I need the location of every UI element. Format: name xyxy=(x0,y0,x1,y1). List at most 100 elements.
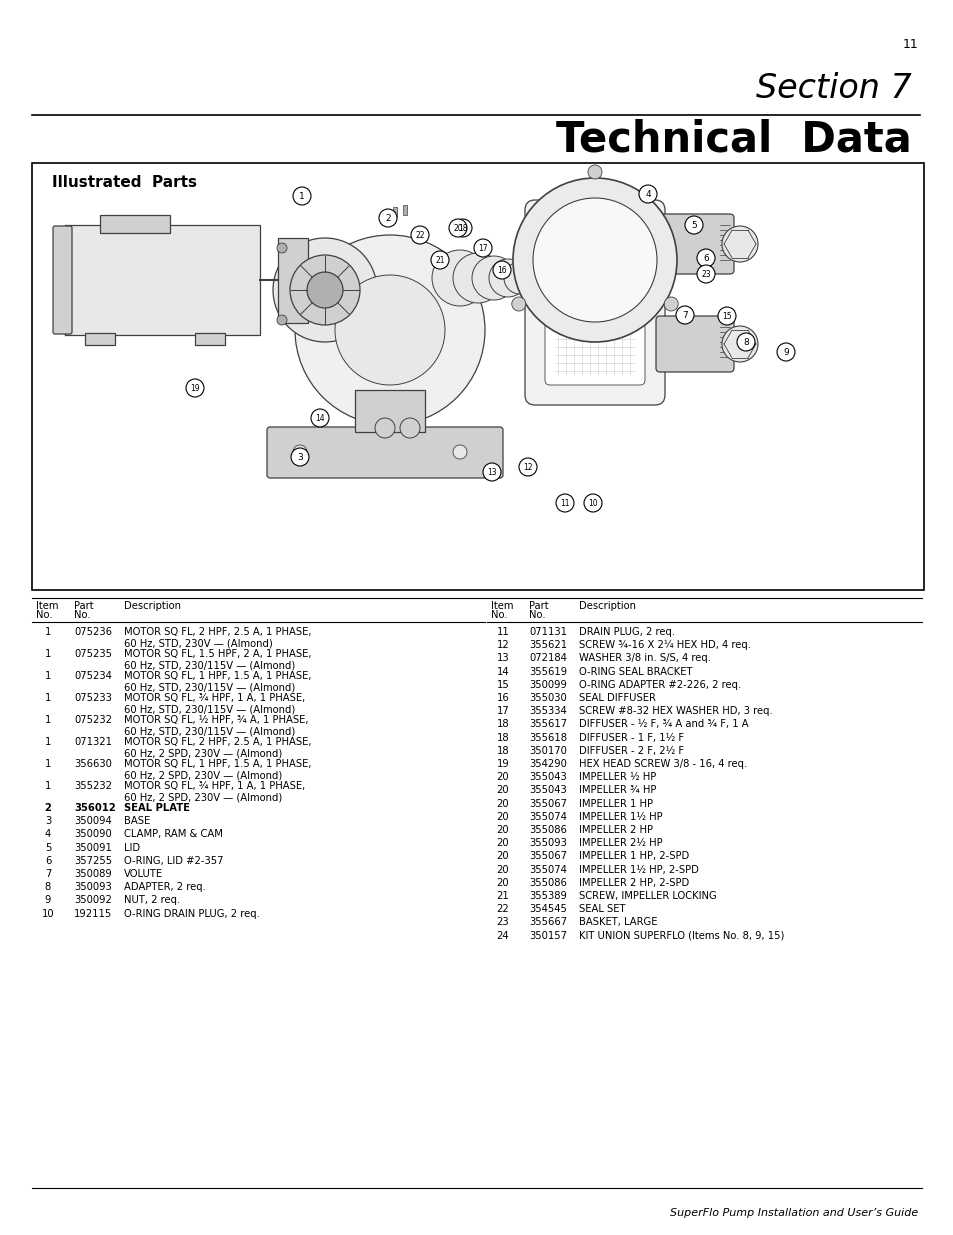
Text: 8: 8 xyxy=(45,882,51,892)
Text: 355067: 355067 xyxy=(529,799,566,809)
Text: 20: 20 xyxy=(497,825,509,835)
FancyBboxPatch shape xyxy=(267,427,502,478)
Text: 8: 8 xyxy=(742,338,748,347)
FancyBboxPatch shape xyxy=(656,316,733,372)
Text: 355667: 355667 xyxy=(529,918,566,927)
Text: CLAMP, RAM & CAM: CLAMP, RAM & CAM xyxy=(124,830,223,840)
Text: 350090: 350090 xyxy=(74,830,112,840)
Text: 19: 19 xyxy=(190,384,199,393)
Circle shape xyxy=(474,240,492,257)
Text: 16: 16 xyxy=(497,693,509,703)
Circle shape xyxy=(375,417,395,438)
Circle shape xyxy=(276,315,287,325)
Text: 11: 11 xyxy=(902,38,917,51)
Text: DIFFUSER - 1 F, 1½ F: DIFFUSER - 1 F, 1½ F xyxy=(578,732,683,742)
Text: 20: 20 xyxy=(453,224,462,233)
Text: 354545: 354545 xyxy=(529,904,566,914)
Text: 350092: 350092 xyxy=(74,895,112,905)
Text: 354290: 354290 xyxy=(529,760,566,769)
Text: NUT, 2 req.: NUT, 2 req. xyxy=(124,895,180,905)
Text: 355334: 355334 xyxy=(529,706,566,716)
Circle shape xyxy=(493,261,511,279)
Text: 17: 17 xyxy=(477,245,487,253)
Bar xyxy=(355,390,424,432)
Circle shape xyxy=(453,445,467,459)
Text: IMPELLER ¾ HP: IMPELLER ¾ HP xyxy=(578,785,656,795)
Text: 11: 11 xyxy=(559,499,569,508)
Text: 355086: 355086 xyxy=(529,878,566,888)
Circle shape xyxy=(518,458,537,475)
Text: 3: 3 xyxy=(45,816,51,826)
Text: 355617: 355617 xyxy=(529,720,566,730)
Text: MOTOR SQ FL, 2 HPF, 2.5 A, 1 PHASE,: MOTOR SQ FL, 2 HPF, 2.5 A, 1 PHASE, xyxy=(124,627,312,637)
Text: MOTOR SQ FL, ¾ HPF, 1 A, 1 PHASE,: MOTOR SQ FL, ¾ HPF, 1 A, 1 PHASE, xyxy=(124,781,305,790)
Circle shape xyxy=(453,253,502,303)
Text: 355621: 355621 xyxy=(529,640,566,650)
Text: DRAIN PLUG, 2 req.: DRAIN PLUG, 2 req. xyxy=(578,627,675,637)
Circle shape xyxy=(293,445,307,459)
Text: 355619: 355619 xyxy=(529,667,566,677)
Text: 17: 17 xyxy=(497,706,509,716)
Text: 60 Hz, STD, 230/115V — (Almond): 60 Hz, STD, 230/115V — (Almond) xyxy=(124,659,294,671)
Text: 355086: 355086 xyxy=(529,825,566,835)
Text: 350157: 350157 xyxy=(529,931,566,941)
Text: 20: 20 xyxy=(497,811,509,821)
Circle shape xyxy=(378,209,396,227)
Text: MOTOR SQ FL, 1 HPF, 1.5 A, 1 PHASE,: MOTOR SQ FL, 1 HPF, 1.5 A, 1 PHASE, xyxy=(124,760,312,769)
Text: Part: Part xyxy=(74,601,93,611)
Circle shape xyxy=(697,266,714,283)
Circle shape xyxy=(472,256,516,300)
Text: DIFFUSER - 2 F, 2½ F: DIFFUSER - 2 F, 2½ F xyxy=(578,746,683,756)
Circle shape xyxy=(556,494,574,513)
Text: 20: 20 xyxy=(497,851,509,861)
Bar xyxy=(100,215,170,233)
Circle shape xyxy=(718,308,735,325)
Text: 23: 23 xyxy=(497,918,509,927)
Text: 20: 20 xyxy=(497,864,509,874)
Text: 075233: 075233 xyxy=(74,693,112,703)
Text: 14: 14 xyxy=(314,414,324,424)
Circle shape xyxy=(449,219,467,237)
Text: HEX HEAD SCREW 3/8 - 16, 4 req.: HEX HEAD SCREW 3/8 - 16, 4 req. xyxy=(578,760,746,769)
Text: Description: Description xyxy=(578,601,636,611)
Text: 24: 24 xyxy=(497,931,509,941)
Circle shape xyxy=(186,379,204,396)
Text: SEAL PLATE: SEAL PLATE xyxy=(124,803,190,813)
FancyBboxPatch shape xyxy=(277,238,308,324)
Text: 7: 7 xyxy=(45,869,51,879)
Circle shape xyxy=(489,259,526,296)
Circle shape xyxy=(511,296,525,311)
Circle shape xyxy=(335,275,444,385)
Text: 15: 15 xyxy=(497,679,509,690)
Circle shape xyxy=(639,185,657,203)
Text: 18: 18 xyxy=(497,720,509,730)
Text: 1: 1 xyxy=(45,715,51,725)
Text: 355043: 355043 xyxy=(529,772,566,782)
Text: SEAL SET: SEAL SET xyxy=(578,904,625,914)
Text: MOTOR SQ FL, 1 HPF, 1.5 A, 1 PHASE,: MOTOR SQ FL, 1 HPF, 1.5 A, 1 PHASE, xyxy=(124,671,312,680)
Text: 355067: 355067 xyxy=(529,851,566,861)
Text: IMPELLER ½ HP: IMPELLER ½ HP xyxy=(578,772,656,782)
Text: MOTOR SQ FL, 2 HPF, 2.5 A, 1 PHASE,: MOTOR SQ FL, 2 HPF, 2.5 A, 1 PHASE, xyxy=(124,737,312,747)
Text: SCREW #8-32 HEX WASHER HD, 3 req.: SCREW #8-32 HEX WASHER HD, 3 req. xyxy=(578,706,772,716)
Text: MOTOR SQ FL, 1.5 HPF, 2 A, 1 PHASE,: MOTOR SQ FL, 1.5 HPF, 2 A, 1 PHASE, xyxy=(124,650,312,659)
Bar xyxy=(402,205,407,215)
Text: SCREW, IMPELLER LOCKING: SCREW, IMPELLER LOCKING xyxy=(578,890,716,902)
Text: IMPELLER 1½ HP, 2-SPD: IMPELLER 1½ HP, 2-SPD xyxy=(578,864,699,874)
Text: 21: 21 xyxy=(435,256,444,266)
Text: 2: 2 xyxy=(45,803,51,813)
FancyBboxPatch shape xyxy=(656,214,733,274)
Circle shape xyxy=(399,417,419,438)
Bar xyxy=(85,333,115,345)
Circle shape xyxy=(432,249,488,306)
Text: 355030: 355030 xyxy=(529,693,566,703)
Circle shape xyxy=(454,219,472,237)
Text: 356630: 356630 xyxy=(74,760,112,769)
Text: 2: 2 xyxy=(385,214,391,224)
Text: 355389: 355389 xyxy=(529,890,566,902)
Text: 071131: 071131 xyxy=(529,627,566,637)
Text: SuperFlo Pump Installation and User’s Guide: SuperFlo Pump Installation and User’s Gu… xyxy=(669,1208,917,1218)
Text: Section 7: Section 7 xyxy=(756,72,911,105)
Text: BASE: BASE xyxy=(124,816,150,826)
Text: 12: 12 xyxy=(497,640,509,650)
